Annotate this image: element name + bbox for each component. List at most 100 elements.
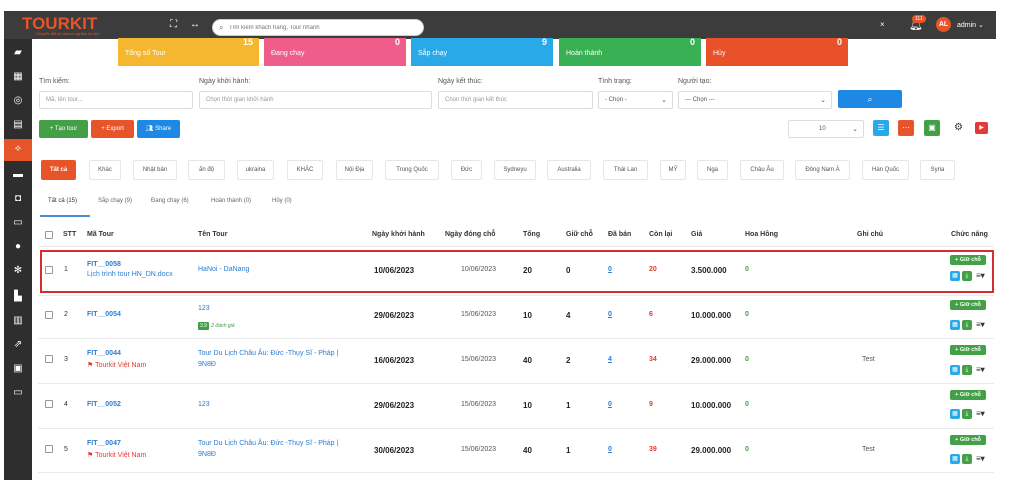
stat-card-running[interactable]: Đang chạy 0 <box>264 37 406 66</box>
category-chip[interactable]: Đông Nam Á <box>795 160 850 180</box>
sidebar-item-dashboard[interactable]: ▰ <box>4 43 32 63</box>
category-chip[interactable]: Đức <box>451 160 482 180</box>
category-chip[interactable]: Nga <box>697 160 728 180</box>
sold-seats-link[interactable]: 0 <box>608 311 612 318</box>
tab-running[interactable]: Đang chạy (6) <box>151 198 189 204</box>
category-chip[interactable]: Thái Lan <box>603 160 648 180</box>
category-chip[interactable]: Syria <box>920 160 955 180</box>
menu-icon[interactable]: ≡▾ <box>976 320 985 329</box>
row-checkbox[interactable] <box>45 445 53 453</box>
tour-code-link[interactable]: FIT__0044 <box>87 350 121 357</box>
sidebar-item-keyboard[interactable]: ▦ <box>4 67 32 87</box>
category-chip[interactable]: Nội Địa <box>336 160 373 180</box>
category-chip[interactable]: Trung Quốc <box>385 160 439 180</box>
sidebar-item-document[interactable]: ▤ <box>4 115 32 135</box>
category-chip[interactable]: Châu Âu <box>740 160 784 180</box>
grid-icon[interactable]: ▦ <box>950 320 960 330</box>
category-chip[interactable]: ukraina <box>237 160 274 180</box>
tour-duration[interactable]: 9N8Đ <box>198 451 216 458</box>
grid-icon[interactable]: ▦ <box>950 365 960 375</box>
tour-name-link[interactable]: 123 <box>198 305 210 312</box>
tab-all[interactable]: Tất cả (15) <box>48 198 78 204</box>
hold-seat-button[interactable]: + Giữ chỗ <box>950 390 986 400</box>
gear-icon[interactable]: ⚙ <box>954 122 963 133</box>
row-checkbox[interactable] <box>45 266 53 274</box>
sidebar-item-monitor[interactable]: ▭ <box>4 213 32 233</box>
tour-name-link[interactable]: 123 <box>198 401 210 408</box>
page-size-select[interactable]: 10 ⌄ <box>788 120 864 138</box>
tour-name-link[interactable]: Tour Du Lịch Châu Âu: Đức -Thụy Sĩ - Phá… <box>198 440 339 447</box>
close-icon[interactable]: × <box>880 20 885 29</box>
creator-select[interactable]: --- Chọn --- ⌄ <box>678 91 832 109</box>
menu-icon[interactable]: ≡▾ <box>976 409 985 418</box>
tour-code-link[interactable]: FIT__0058 <box>87 261 121 268</box>
category-chip[interactable]: Australia <box>547 160 591 180</box>
download-icon[interactable]: ⤓ <box>962 271 972 281</box>
sold-seats-link[interactable]: 0 <box>608 446 612 453</box>
more-button[interactable]: ⋯ <box>898 120 914 136</box>
tour-code-link[interactable]: FIT__0047 <box>87 440 121 447</box>
tour-name-link[interactable]: Tour Du Lịch Châu Âu: Đức -Thụy Sĩ - Phá… <box>198 350 339 357</box>
sold-seats-link[interactable]: 0 <box>608 266 612 273</box>
download-icon[interactable]: ⤓ <box>962 454 972 464</box>
menu-icon[interactable]: ≡▾ <box>976 454 985 463</box>
search-input[interactable]: Mã, tên tour... <box>39 91 193 109</box>
category-chip[interactable]: ấn độ <box>188 160 225 180</box>
sidebar-item-finance[interactable]: ▙ <box>4 287 32 307</box>
row-checkbox[interactable] <box>45 311 53 319</box>
stat-card-upcoming[interactable]: Sắp chạy 9 <box>411 37 553 66</box>
tab-completed[interactable]: Hoàn thành (0) <box>211 198 252 204</box>
global-search-input[interactable] <box>229 22 419 34</box>
export-button[interactable]: + Export <box>91 120 134 138</box>
hold-seat-button[interactable]: + Giữ chỗ <box>950 300 986 310</box>
sidebar-item-calculator[interactable]: ▥ <box>4 311 32 331</box>
sidebar-item-bag[interactable]: ◘ <box>4 189 32 209</box>
grid-icon[interactable]: ▦ <box>950 454 960 464</box>
stat-card-total[interactable]: Tổng số Tour 15 <box>118 37 259 66</box>
avatar[interactable]: AL <box>936 17 951 32</box>
tour-code-link[interactable]: FIT__0054 <box>87 311 121 318</box>
sidebar-item-target[interactable]: ◎ <box>4 91 32 111</box>
start-date-input[interactable]: Chọn thời gian khởi hành <box>199 91 432 109</box>
create-tour-button[interactable]: + Tạo tour <box>39 120 88 138</box>
tab-upcoming[interactable]: Sắp chạy (9) <box>98 198 133 204</box>
menu-icon[interactable]: ≡▾ <box>976 271 985 280</box>
tour-duration[interactable]: 9N8Đ <box>198 361 216 368</box>
download-icon[interactable]: ⤓ <box>962 365 972 375</box>
logo[interactable]: TOURKIT Chuyển đổi số doanh nghiệp du lị… <box>22 14 122 36</box>
arrows-horizontal-icon[interactable]: ↔ <box>190 19 200 30</box>
category-chip[interactable]: Sydneyu <box>494 160 536 180</box>
search-button[interactable]: ⌕ <box>838 90 902 108</box>
category-chip[interactable]: Nhật bản <box>133 160 177 180</box>
save-button[interactable]: ▣ <box>924 120 940 136</box>
sold-seats-link[interactable]: 4 <box>608 356 612 363</box>
category-all[interactable]: Tất cả <box>41 160 76 180</box>
sidebar-item-globe[interactable]: ● <box>4 237 32 257</box>
status-select[interactable]: - Chọn - ⌄ <box>598 91 673 109</box>
category-chip[interactable]: MỸ <box>660 160 686 180</box>
row-checkbox[interactable] <box>45 355 53 363</box>
grid-icon[interactable]: ▦ <box>950 409 960 419</box>
menu-icon[interactable]: ≡▾ <box>976 365 985 374</box>
share-button[interactable]: 👥︎ Share <box>137 120 180 138</box>
row-checkbox[interactable] <box>45 400 53 408</box>
global-search[interactable]: ⌕ <box>212 19 424 36</box>
category-chip[interactable]: Hàn Quốc <box>862 160 909 180</box>
youtube-icon[interactable]: ▶ <box>975 122 988 134</box>
stat-card-completed[interactable]: Hoàn thành 0 <box>559 37 701 66</box>
stat-card-cancelled[interactable]: Hủy 0 <box>706 37 848 66</box>
sidebar-item-calendar[interactable]: ▣ <box>4 359 32 379</box>
grid-icon[interactable]: ▦ <box>950 271 960 281</box>
download-icon[interactable]: ⤓ <box>962 409 972 419</box>
category-chip[interactable]: Khác <box>89 160 121 180</box>
sold-seats-link[interactable]: 0 <box>608 401 612 408</box>
category-chip[interactable]: KHÁC <box>287 160 323 180</box>
user-menu[interactable]: admin ⌄ <box>957 22 984 29</box>
hold-seat-button[interactable]: + Giữ chỗ <box>950 345 986 355</box>
select-all-checkbox[interactable] <box>45 231 53 239</box>
hold-seat-button[interactable]: + Giữ chỗ <box>950 435 986 445</box>
end-date-input[interactable]: Chọn thời gian kết thúc <box>438 91 593 109</box>
fullscreen-icon[interactable]: ⛶ <box>170 19 177 30</box>
sidebar-item-settings[interactable]: ✻ <box>4 261 32 281</box>
tour-code-link[interactable]: FIT__0052 <box>87 401 121 408</box>
